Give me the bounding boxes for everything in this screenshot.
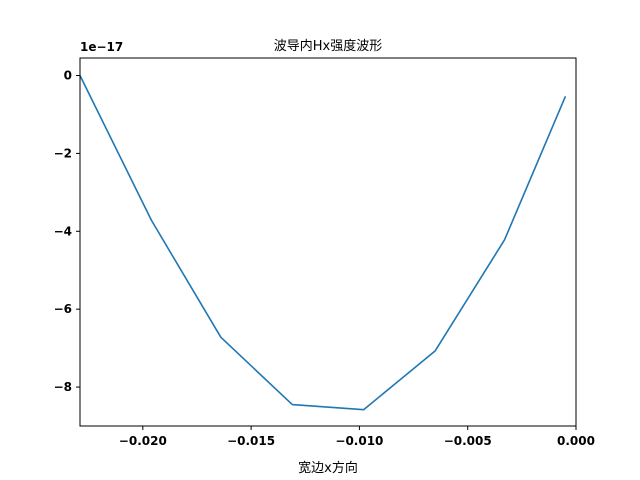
y-tick-label: 0 [64,69,72,83]
axes-frame [79,57,577,427]
chart-title: 波导内Hx强度波形 [274,38,382,54]
x-tick-label: −0.005 [444,434,492,448]
x-axis-label: 宽边x方向 [298,460,358,476]
y-tick-label: −6 [54,302,72,316]
series-line-0 [79,74,566,411]
x-tick-label: 0.000 [557,434,595,448]
x-tick-label: −0.015 [227,434,275,448]
plot-marks [79,74,566,411]
x-tick-label: −0.010 [335,434,383,448]
x-axis: −0.020 −0.015 −0.010 −0.005 0.000 [119,426,595,448]
y-tick-label: −2 [54,146,72,160]
y-axis: 0 −2 −4 −6 −8 [54,69,80,394]
x-tick-label: −0.020 [119,434,167,448]
y-tick-label: −4 [54,224,72,238]
y-offset-label: 1e−17 [80,40,123,54]
y-tick-label: −8 [54,380,72,394]
